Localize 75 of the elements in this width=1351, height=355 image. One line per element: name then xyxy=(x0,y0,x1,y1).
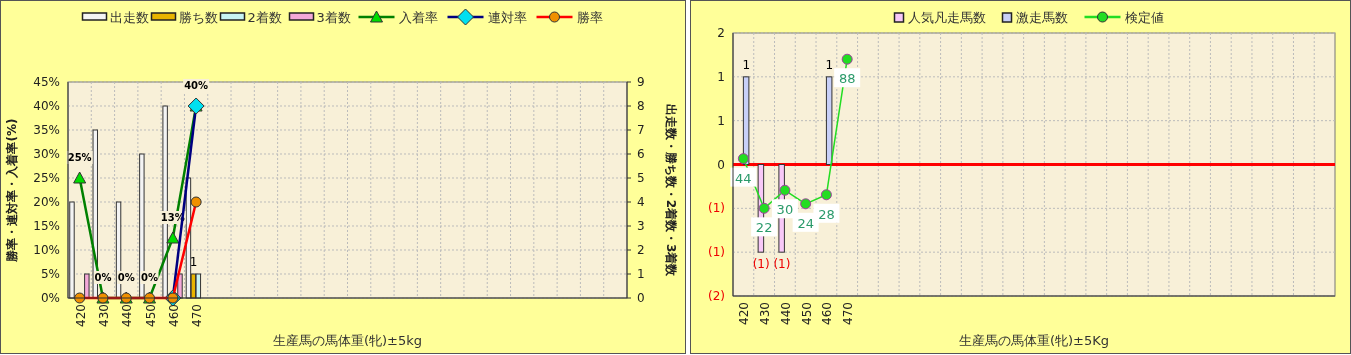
data-label: 1 xyxy=(742,57,751,72)
y-tick-label: 1 xyxy=(717,113,725,128)
y2-tick-label: 0 xyxy=(637,291,645,305)
y2-axis-title: 出走数・勝ち数・2着数・3着数 xyxy=(664,103,678,278)
y2-tick-label: 3 xyxy=(637,219,645,233)
x-tick-label: 470 xyxy=(190,304,205,327)
y-tick-label: (2) xyxy=(708,289,725,303)
y-tick-label: 35% xyxy=(33,123,60,137)
data-label: 40% xyxy=(184,80,209,91)
legend-label: 2着数 xyxy=(247,10,282,25)
x-tick-label: 450 xyxy=(799,302,814,325)
x-tick-label: 430 xyxy=(96,304,111,327)
y2-tick-label: 1 xyxy=(637,267,645,281)
data-label: (1) xyxy=(773,257,791,272)
data-label: 0% xyxy=(141,272,159,283)
x-tick-label: 440 xyxy=(778,302,793,325)
y2-tick-label: 5 xyxy=(637,171,645,185)
data-label: 22 xyxy=(755,220,773,236)
legend-label: 3着数 xyxy=(316,10,351,25)
y2-tick-label: 4 xyxy=(637,195,645,209)
data-label: 1 xyxy=(189,255,198,269)
x-tick-label: 460 xyxy=(820,302,835,325)
y-tick-label: (1) xyxy=(708,245,725,260)
x-axis-title: 生産馬の馬体重(牝)±5Kg xyxy=(958,333,1110,348)
legend-label: 人気凡走馬数 xyxy=(907,10,986,25)
point xyxy=(779,184,791,196)
data-label: 88 xyxy=(838,71,856,87)
y2-tick-label: 9 xyxy=(637,75,645,89)
y2-tick-label: 2 xyxy=(637,243,645,257)
y-tick-label: 0% xyxy=(40,291,60,305)
y-tick-label: 45% xyxy=(33,75,60,89)
y-tick-label: 15% xyxy=(33,219,60,233)
y-tick-label: 25% xyxy=(33,171,60,185)
point xyxy=(737,153,749,165)
x-axis-title: 生産馬の馬体重(牝)±5kg xyxy=(272,333,423,348)
y-tick-label: (1) xyxy=(708,201,725,216)
x-tick-label: 430 xyxy=(758,302,773,325)
legend-label: 入着率 xyxy=(398,10,438,25)
legend-label: 勝率 xyxy=(576,10,603,25)
point xyxy=(800,198,812,210)
data-label: 44 xyxy=(735,170,752,186)
y-tick-label: 0 xyxy=(717,157,725,172)
y2-tick-label: 6 xyxy=(637,147,645,161)
x-tick-label: 450 xyxy=(143,304,158,327)
legend-label: 激走馬数 xyxy=(1015,10,1068,25)
legend-label: 出走数 xyxy=(109,10,149,25)
data-label: 0% xyxy=(94,272,112,283)
x-tick-label: 460 xyxy=(166,304,181,327)
data-label: 24 xyxy=(797,215,814,231)
y-tick-label: 10% xyxy=(33,243,60,257)
y-tick-label: 40% xyxy=(33,99,60,113)
y-tick-label: 30% xyxy=(33,147,60,161)
x-tick-label: 420 xyxy=(73,304,88,327)
legend-label: 連対率 xyxy=(487,10,527,25)
legend-label: 検定値 xyxy=(1124,10,1164,25)
data-label: 28 xyxy=(818,206,835,222)
point xyxy=(841,53,853,65)
data-label: (1) xyxy=(752,257,770,272)
x-tick-label: 420 xyxy=(737,302,752,325)
y2-tick-label: 8 xyxy=(637,99,645,113)
x-tick-label: 470 xyxy=(841,302,856,325)
point xyxy=(758,202,770,214)
y-tick-label: 5% xyxy=(40,267,60,281)
y-tick-label: 2 xyxy=(717,26,725,40)
data-label: 1 xyxy=(825,57,834,72)
y-axis-title: 勝率・連対率・入着率(%) xyxy=(5,118,19,263)
y-tick-label: 20% xyxy=(33,195,60,209)
legend-label: 勝ち数 xyxy=(178,10,218,25)
point xyxy=(820,189,832,201)
y-tick-label: 1 xyxy=(717,69,725,84)
data-label: 25% xyxy=(67,152,92,163)
y2-tick-label: 7 xyxy=(637,123,645,137)
x-tick-label: 440 xyxy=(120,304,135,327)
data-label: 0% xyxy=(117,272,135,283)
data-label: 30 xyxy=(776,202,794,218)
